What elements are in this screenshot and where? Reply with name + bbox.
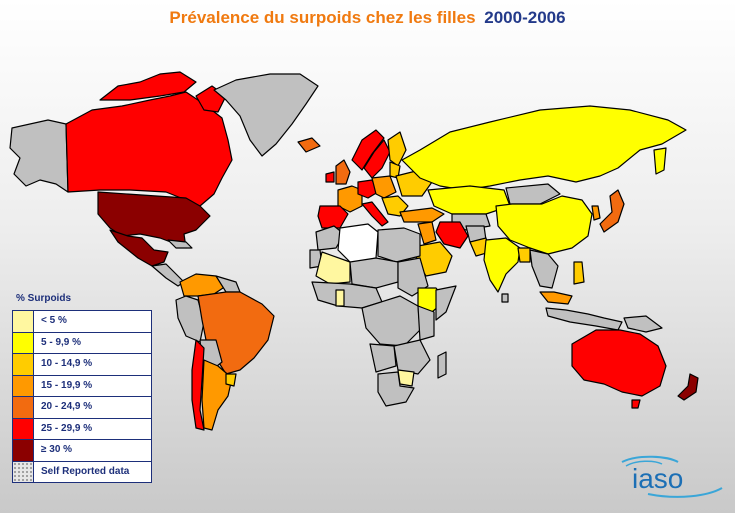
region-canada xyxy=(65,91,233,207)
region-uk xyxy=(335,159,351,185)
region-argentina xyxy=(201,359,233,431)
region-central-europe xyxy=(371,175,397,199)
legend-item: 10 - 14,9 % xyxy=(13,354,151,376)
region-malaysia xyxy=(539,291,573,305)
legend-label: 10 - 14,9 % xyxy=(41,358,93,369)
region-philippines xyxy=(573,261,585,285)
map-title: Prévalence du surpoids chez les filles 2… xyxy=(0,8,735,28)
logo-text: iaso xyxy=(632,463,683,494)
region-indochina xyxy=(529,249,559,289)
region-finland xyxy=(387,131,407,167)
region-russia xyxy=(401,105,687,191)
region-southern-central xyxy=(393,339,431,375)
region-peru xyxy=(175,295,205,343)
title-years: 2000-2006 xyxy=(484,8,566,27)
legend-swatch xyxy=(13,311,34,332)
region-somalia xyxy=(435,285,457,321)
region-algeria-tunisia xyxy=(337,223,379,265)
region-india xyxy=(483,237,521,293)
region-central-america xyxy=(151,263,185,287)
region-arctic-islands xyxy=(99,71,197,101)
region-new-zealand xyxy=(677,373,699,401)
region-korea xyxy=(591,205,601,221)
region-nepal-bangladesh xyxy=(517,247,531,263)
region-chile xyxy=(191,339,205,431)
legend-item: 5 - 9,9 % xyxy=(13,332,151,354)
region-iran xyxy=(435,221,469,249)
region-china xyxy=(495,195,593,255)
legend-label: 20 - 24,9 % xyxy=(41,401,93,412)
region-alaska xyxy=(9,119,69,193)
region-levant xyxy=(417,221,437,245)
region-turkey xyxy=(399,207,445,223)
legend-title: % Surpoids xyxy=(16,293,72,304)
title-main: Prévalence du surpoids chez les filles xyxy=(169,8,476,27)
legend-swatch xyxy=(13,397,34,418)
region-new-guinea xyxy=(623,315,663,333)
region-greenland xyxy=(213,73,319,157)
region-cuba xyxy=(167,239,193,249)
region-angola xyxy=(369,343,397,373)
region-iberia xyxy=(317,205,349,229)
legend-swatch xyxy=(13,461,34,482)
region-niger-chad xyxy=(349,257,399,289)
region-uruguay xyxy=(225,373,237,387)
legend-item: 15 - 19,9 % xyxy=(13,375,151,397)
region-australia xyxy=(571,329,667,397)
region-south-africa xyxy=(377,371,415,407)
legend-label: 15 - 19,9 % xyxy=(41,379,93,391)
iaso-logo: iaso xyxy=(621,455,723,498)
legend-item: ≥ 30 % xyxy=(13,440,151,462)
region-madagascar xyxy=(437,351,447,379)
legend-label: Self Reported data xyxy=(41,465,130,477)
legend-swatch xyxy=(13,354,34,375)
region-japan xyxy=(599,189,625,233)
legend-label: 25 - 29,9 % xyxy=(41,422,93,434)
region-botswana xyxy=(397,369,415,387)
region-ghana xyxy=(335,289,345,307)
region-italy xyxy=(361,201,389,227)
legend-item: Self Reported data xyxy=(13,461,151,482)
region-iceland xyxy=(297,137,321,153)
region-ireland xyxy=(325,171,335,183)
legend: % Surpoids < 5 % 5 - 9,9 % 10 - 14,9 % 15 -… xyxy=(12,293,152,483)
region-libya-egypt xyxy=(377,227,421,263)
region-sri-lanka xyxy=(501,293,509,303)
legend-item: < 5 % xyxy=(13,311,151,333)
region-germany xyxy=(357,179,379,199)
region-tasmania xyxy=(631,399,641,409)
legend-label: ≥ 30 % xyxy=(41,444,73,455)
legend-swatch xyxy=(13,375,34,396)
region-mongolia xyxy=(505,183,561,205)
region-mexico xyxy=(109,229,169,267)
region-central-africa xyxy=(361,295,421,347)
region-indonesia xyxy=(545,307,623,331)
legend-box: < 5 % 5 - 9,9 % 10 - 14,9 % 15 - 19,9 % 20 -… xyxy=(12,310,152,483)
legend-label: 5 - 9,9 % xyxy=(41,336,82,348)
legend-item: 20 - 24,9 % xyxy=(13,397,151,419)
region-kamchatka xyxy=(653,147,667,175)
region-norway xyxy=(351,129,385,171)
legend-swatch xyxy=(13,440,34,461)
legend-label: < 5 % xyxy=(41,315,67,326)
region-east-africa xyxy=(417,305,435,341)
legend-item: 25 - 29,9 % xyxy=(13,418,151,440)
legend-swatch xyxy=(13,418,34,439)
legend-swatch xyxy=(13,332,34,353)
